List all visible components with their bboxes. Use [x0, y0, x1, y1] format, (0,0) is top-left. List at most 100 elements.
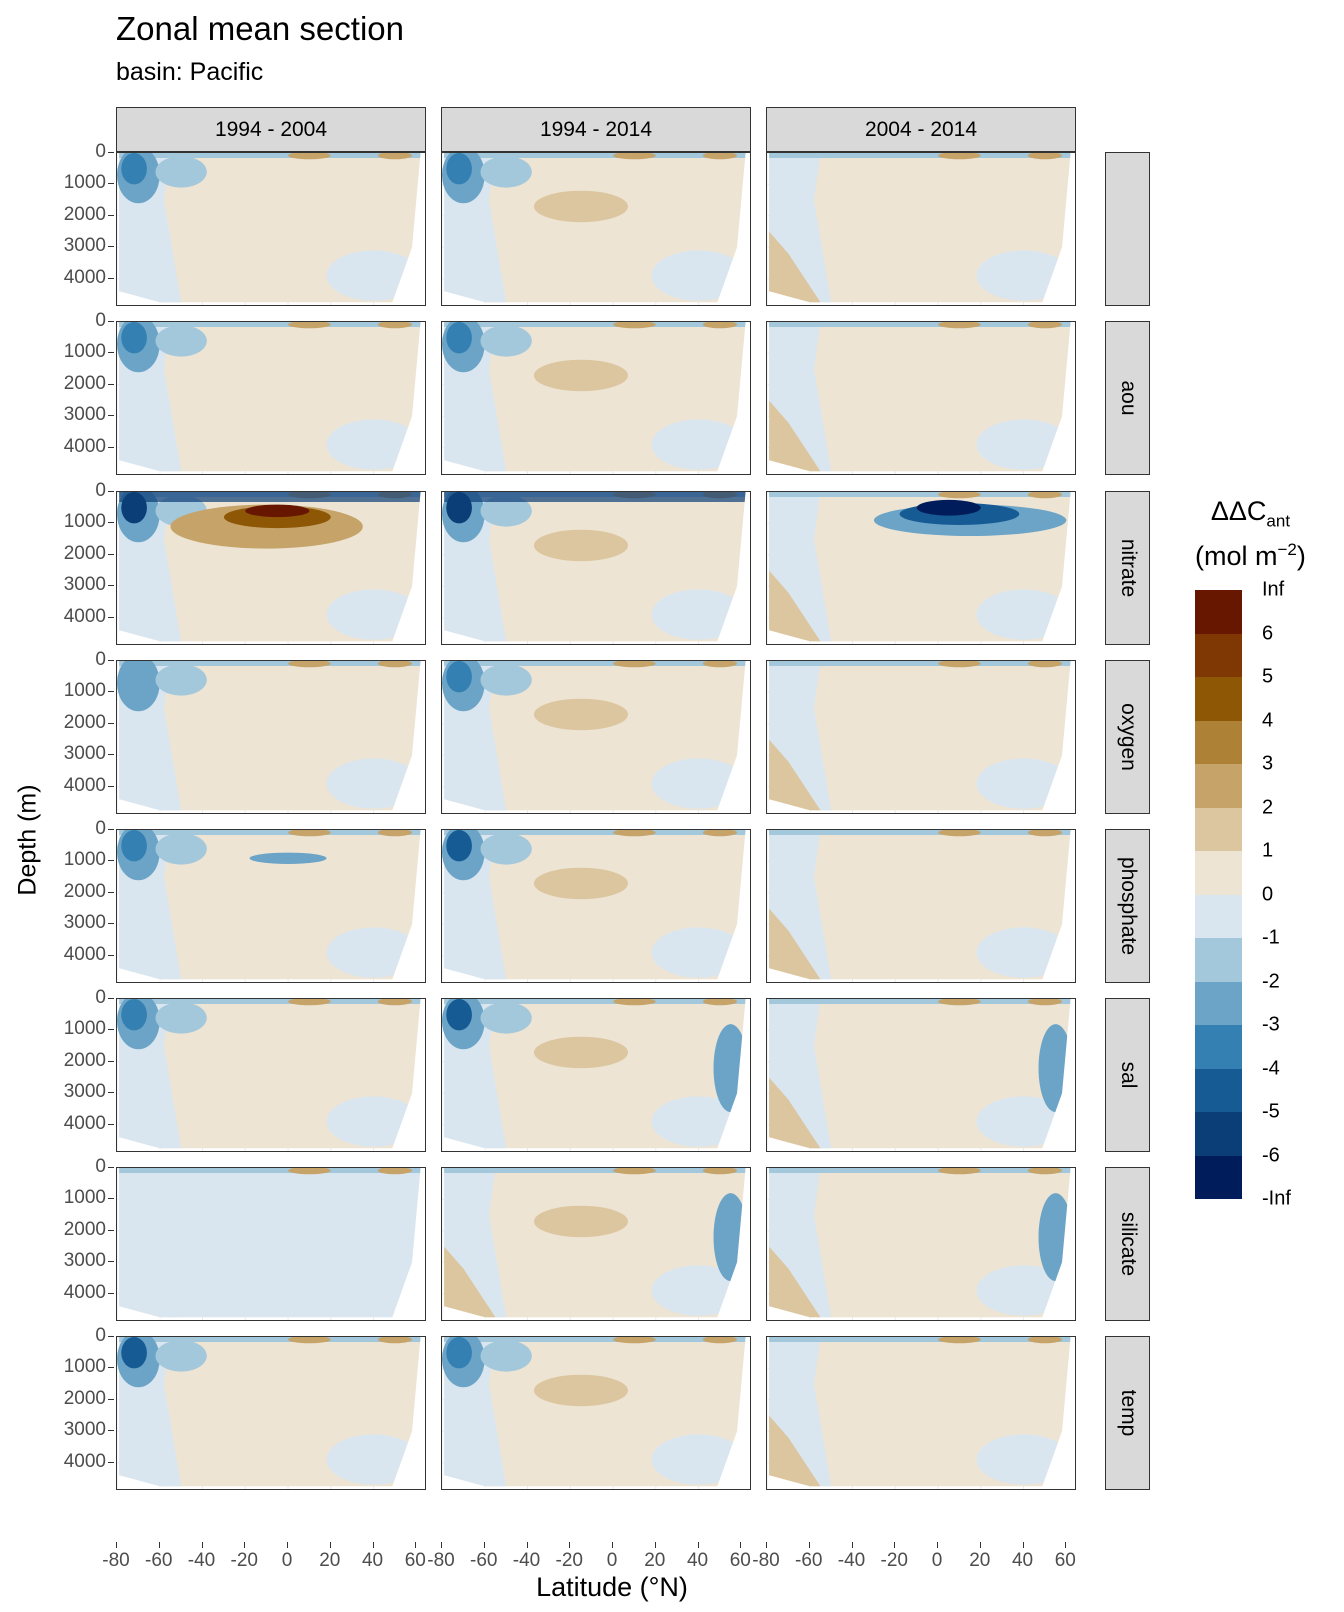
y-tick-mark	[108, 446, 114, 448]
feature-tan-deep-south	[769, 400, 821, 472]
y-tick-label: 3000	[63, 1081, 106, 1103]
facet-panel	[116, 1336, 426, 1490]
panel-plot	[767, 1337, 1075, 1489]
bathymetry-north	[1041, 830, 1075, 982]
legend-label: -1	[1262, 926, 1280, 949]
field-surface-positive	[377, 830, 413, 837]
panel-plot	[442, 999, 750, 1151]
y-tick-mark	[108, 1198, 114, 1200]
field-deep-north	[651, 419, 746, 470]
legend-label: -4	[1262, 1057, 1280, 1079]
field-surface	[769, 492, 1071, 497]
x-tick-label: 20	[319, 1550, 341, 1571]
field-surface	[769, 1337, 1071, 1342]
y-tick-label: 2000	[63, 1218, 106, 1240]
y-tick-mark	[108, 152, 114, 153]
field-deep-north	[326, 1434, 421, 1485]
facet-panel	[766, 1167, 1076, 1321]
y-tick-label: 4000	[63, 435, 106, 457]
field-deep-north	[976, 758, 1071, 809]
y-tick-label: 1000	[63, 1187, 106, 1209]
field-surface	[119, 322, 421, 327]
x-tick-label: -60	[145, 1550, 173, 1571]
panel-plot	[117, 1337, 425, 1489]
y-tick-label: 4000	[63, 1281, 106, 1303]
panel-plot	[442, 153, 750, 305]
y-tick-mark	[108, 522, 114, 524]
feature-tan-deep-south	[769, 570, 821, 642]
feature-blue-south	[480, 1340, 532, 1372]
field-surface-positive	[613, 661, 656, 668]
y-tick-mark	[108, 691, 114, 693]
bathymetry-south	[767, 968, 810, 982]
field-surface-positive	[702, 153, 738, 160]
x-tick-label: -60	[795, 1550, 823, 1571]
bathymetry-south	[767, 630, 810, 644]
field-surface	[444, 322, 746, 327]
legend-swatch	[1195, 1025, 1242, 1069]
feature-blue-south-core	[446, 153, 472, 185]
y-tick-label: 2000	[63, 542, 106, 564]
y-tick-label: 3000	[63, 404, 106, 426]
x-tick-label: -80	[102, 1550, 130, 1571]
bathymetry-north	[716, 153, 750, 305]
y-tick-label: 3000	[63, 1250, 106, 1272]
field-surface	[769, 661, 1071, 666]
x-tick-label: 40	[686, 1550, 709, 1571]
bathymetry-north	[391, 661, 425, 813]
x-tick-label: 0	[606, 1550, 618, 1571]
y-tick-mark	[108, 1292, 114, 1294]
feature-tan-mid	[533, 529, 628, 562]
field-deep-north	[326, 250, 421, 301]
bathymetry-south	[117, 799, 160, 813]
facet-strip-row: silicate	[1105, 1167, 1150, 1321]
legend-label: 2	[1262, 796, 1274, 818]
feature-blue-south-core	[446, 830, 472, 862]
legend-swatch	[1195, 764, 1242, 808]
bathymetry-north	[716, 830, 750, 982]
feature-tan-mid	[533, 1374, 628, 1407]
field-surface-positive	[377, 1168, 413, 1175]
y-tick-mark	[108, 1229, 114, 1231]
y-tick-mark	[108, 1336, 114, 1337]
field-surface-positive	[288, 830, 331, 837]
feature-blue-south	[480, 325, 532, 357]
y-tick-label: 0	[95, 1156, 106, 1177]
field-surface	[119, 153, 421, 158]
y-tick-mark	[108, 1060, 114, 1062]
bathymetry-north	[1041, 999, 1075, 1151]
feature-tan-deep-south	[769, 1415, 821, 1487]
x-tick-mark	[766, 1542, 767, 1548]
chart-title: Zonal mean section	[116, 10, 404, 47]
feature-brown-core	[245, 504, 310, 518]
field-deep-north	[326, 1096, 421, 1147]
feature-blue-south-core	[121, 322, 147, 354]
feature-blue-south	[155, 156, 207, 188]
y-tick-mark	[108, 1029, 114, 1031]
field-deep-north	[651, 927, 746, 978]
panel-plot	[117, 661, 425, 813]
x-tick-mark	[654, 1542, 656, 1548]
x-tick-label: -20	[230, 1550, 258, 1571]
bathymetry-north	[391, 830, 425, 982]
panel-plot	[767, 1168, 1075, 1320]
facet-strip-row: temp	[1105, 1336, 1150, 1490]
field-surface	[444, 1168, 746, 1173]
field-surface-positive	[702, 1337, 738, 1344]
field-surface	[769, 999, 1071, 1004]
x-tick-mark	[1065, 1542, 1067, 1548]
y-tick-mark	[108, 1367, 114, 1369]
feature-tan-deep-south	[769, 1077, 821, 1149]
feature-blue-south	[480, 1002, 532, 1034]
field-surface-positive	[938, 1168, 981, 1175]
facet-panel	[441, 491, 751, 645]
y-tick-label: 4000	[63, 774, 106, 796]
feature-blue-surface	[119, 492, 421, 502]
feature-blue-south	[155, 664, 207, 696]
field-surface-positive	[938, 322, 981, 329]
panel-plot	[442, 661, 750, 813]
panel-plot	[442, 322, 750, 474]
bathymetry-north	[1041, 661, 1075, 813]
facet-panel	[766, 321, 1076, 475]
field-surface	[119, 999, 421, 1004]
